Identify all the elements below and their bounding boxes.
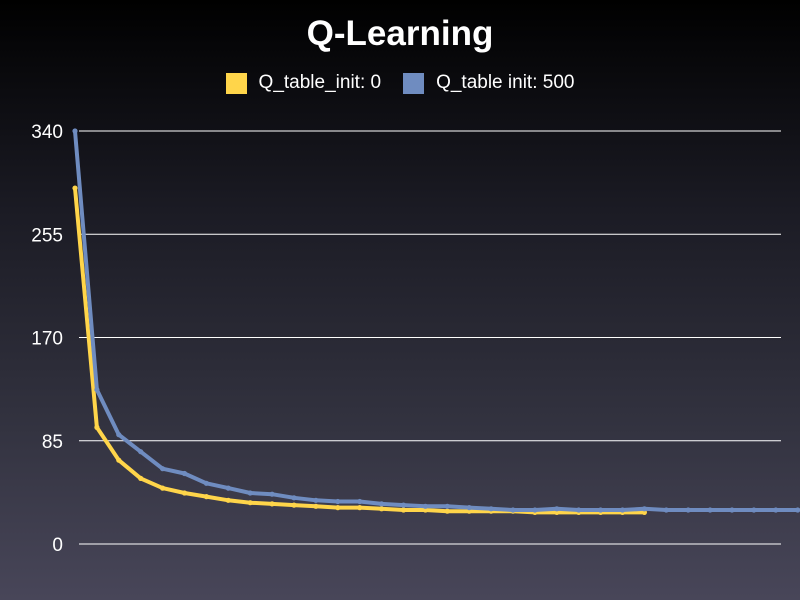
legend-swatch-series-2 (403, 72, 425, 94)
series-2-point-32 (751, 507, 757, 513)
series-1-point-18 (444, 508, 450, 514)
series-2-point-23 (554, 506, 560, 512)
series-2-point-30 (707, 507, 713, 513)
legend-label-series-1: Q_table_init: 0 (258, 72, 382, 93)
series-1-point-16 (400, 507, 407, 513)
y-tick-label-340: 340 (31, 122, 63, 143)
series-1-point-13 (335, 505, 341, 511)
series-1-point-14 (357, 505, 363, 511)
series-2-point-14 (357, 498, 363, 505)
series-1-point-2 (94, 424, 100, 430)
series-1-point-15 (379, 506, 385, 512)
series-2-point-15 (379, 501, 385, 507)
series-2-point-33 (773, 507, 779, 513)
series-1-point-3 (116, 457, 122, 463)
series-1-point-27 (641, 509, 648, 515)
series-2-point-20 (488, 506, 494, 512)
series-2-point-8 (225, 485, 231, 491)
y-tick-label-85: 85 (42, 432, 63, 453)
chart-title: Q-Learning (306, 14, 494, 53)
series-line-1 (73, 187, 645, 515)
legend: Q_table_init: 0 Q_table init: 500 (0, 72, 800, 94)
series-2-point-18 (444, 503, 450, 509)
series-2-point-5 (160, 466, 166, 472)
series-2-point-22 (532, 507, 538, 513)
series-1-point-8 (225, 497, 231, 503)
series-1-point-23 (554, 509, 560, 515)
series-1-point-7 (203, 494, 209, 500)
series-2-point-34 (795, 507, 800, 513)
series-1-point-9 (247, 500, 253, 506)
series-2-point-24 (576, 507, 582, 513)
series-2-point-10 (269, 491, 275, 497)
series-2-point-29 (685, 507, 691, 513)
series-2-point-9 (247, 490, 253, 496)
series-2-point-27 (641, 506, 648, 512)
series-2-point-25 (598, 507, 604, 513)
series-2-point-17 (422, 503, 428, 509)
series-2-point-2 (94, 387, 100, 393)
series-1-point-11 (291, 502, 297, 508)
series-line-2 (73, 130, 798, 512)
series-1-point-12 (313, 503, 319, 509)
series-1-point-1 (72, 185, 78, 191)
y-tick-label-170: 170 (31, 329, 63, 350)
series-2-point-13 (335, 498, 341, 505)
series-2-point-7 (203, 480, 209, 486)
series-1-point-10 (269, 501, 275, 507)
series-2-point-4 (138, 449, 144, 455)
series-2-point-28 (663, 507, 669, 513)
series-1-point-4 (138, 475, 144, 481)
series-2-point-31 (729, 507, 735, 513)
series-1-point-5 (160, 485, 166, 491)
series-1-point-6 (181, 490, 188, 496)
y-tick-label-255: 255 (31, 225, 63, 246)
series-2-point-19 (466, 505, 472, 511)
legend-item-series-2: Q_table init: 500 (403, 72, 574, 94)
legend-item-series-1: Q_table_init: 0 (225, 72, 382, 94)
series-2-point-1 (72, 128, 78, 134)
series-1-point-17 (422, 507, 428, 513)
legend-swatch-series-1 (225, 72, 247, 94)
series-2-point-11 (291, 495, 297, 501)
series-2-point-3 (116, 432, 122, 438)
legend-label-series-2: Q_table init: 500 (436, 72, 575, 93)
series-1-point-19 (466, 508, 472, 514)
series-2-point-26 (619, 507, 626, 513)
series-2-point-21 (510, 507, 516, 513)
y-tick-label-0: 0 (52, 535, 63, 556)
series-2-point-6 (181, 470, 188, 477)
series-2-point-12 (313, 497, 319, 503)
series-2-point-16 (400, 502, 407, 508)
